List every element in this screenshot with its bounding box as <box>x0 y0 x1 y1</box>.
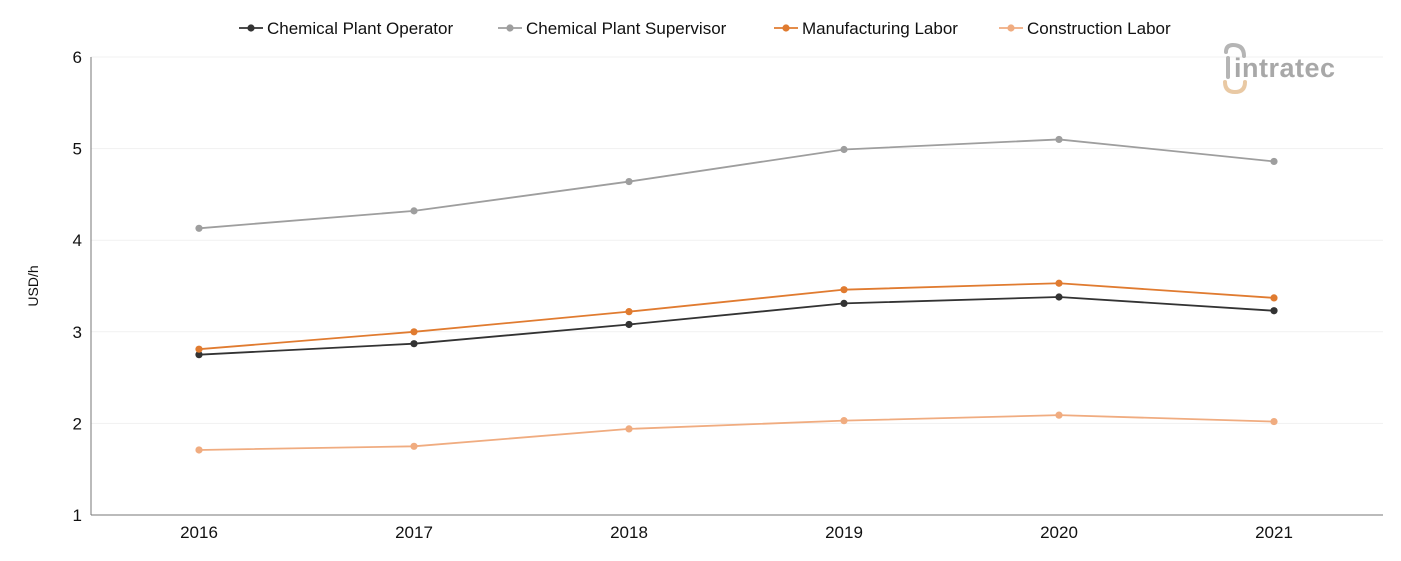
data-point <box>840 417 848 425</box>
data-point <box>1055 411 1063 419</box>
data-point <box>1055 135 1063 144</box>
legend-marker <box>782 24 790 32</box>
data-point <box>410 328 418 336</box>
x-tick-label: 2020 <box>1040 523 1078 542</box>
x-tick-label: 2019 <box>825 523 863 542</box>
data-point <box>410 207 418 215</box>
data-point <box>840 286 848 294</box>
legend-label: Chemical Plant Supervisor <box>526 19 727 38</box>
x-tick-label: 2017 <box>395 523 433 542</box>
y-tick-label: 2 <box>73 414 82 433</box>
y-tick-label: 4 <box>73 231 82 250</box>
data-point <box>625 308 633 316</box>
data-point <box>1055 293 1063 301</box>
legend-item: Construction Labor <box>999 19 1171 38</box>
data-point <box>840 299 848 308</box>
data-point <box>1270 294 1278 302</box>
y-tick-label: 3 <box>73 323 82 342</box>
data-point <box>1270 157 1278 166</box>
data-point <box>410 340 418 348</box>
intratec-logo: intratec <box>1223 42 1336 95</box>
legend-label: Construction Labor <box>1027 19 1171 38</box>
legend-label: Chemical Plant Operator <box>267 19 453 38</box>
data-point <box>1055 279 1063 287</box>
data-point <box>195 446 203 454</box>
series <box>195 135 1278 454</box>
x-tick-label: 2021 <box>1255 523 1293 542</box>
data-point <box>1270 417 1278 426</box>
series-1 <box>195 135 1278 232</box>
gridlines <box>91 56 1383 424</box>
legend-item: Chemical Plant Operator <box>239 19 453 38</box>
data-point <box>410 442 418 450</box>
series-line <box>198 296 1275 356</box>
legend: Chemical Plant Operator Chemical Plant Su… <box>239 19 1171 38</box>
data-point <box>1270 307 1278 315</box>
logo-wordmark: intratec <box>1234 53 1336 83</box>
series-line <box>198 414 1275 451</box>
data-point <box>195 345 203 353</box>
data-point <box>625 177 633 186</box>
data-point <box>840 145 848 154</box>
y-tick-labels: 1 2 3 4 5 6 <box>73 48 82 525</box>
series-line <box>198 282 1275 351</box>
y-tick-label: 5 <box>73 140 82 159</box>
x-tick-labels: 2016 2017 2018 2019 2020 2021 <box>180 523 1293 542</box>
legend-label: Manufacturing Labor <box>802 19 958 38</box>
intratec-logo-icon <box>1223 42 1247 95</box>
axes <box>90 57 1383 516</box>
y-tick-label: 1 <box>73 506 82 525</box>
legend-marker <box>506 24 514 32</box>
y-axis-label: USD/h <box>25 265 41 306</box>
legend-item: Chemical Plant Supervisor <box>498 19 727 38</box>
series-3 <box>195 411 1278 454</box>
data-point <box>625 320 633 329</box>
legend-marker <box>247 24 255 32</box>
series-2 <box>195 279 1278 353</box>
legend-marker <box>1007 24 1015 32</box>
x-tick-label: 2018 <box>610 523 648 542</box>
y-tick-label: 6 <box>73 48 82 67</box>
data-point <box>195 224 203 232</box>
data-point <box>195 351 203 359</box>
legend-item: Manufacturing Labor <box>774 19 958 38</box>
series-line <box>198 138 1275 230</box>
data-point <box>625 425 633 433</box>
x-tick-label: 2016 <box>180 523 218 542</box>
series-0 <box>195 293 1278 359</box>
